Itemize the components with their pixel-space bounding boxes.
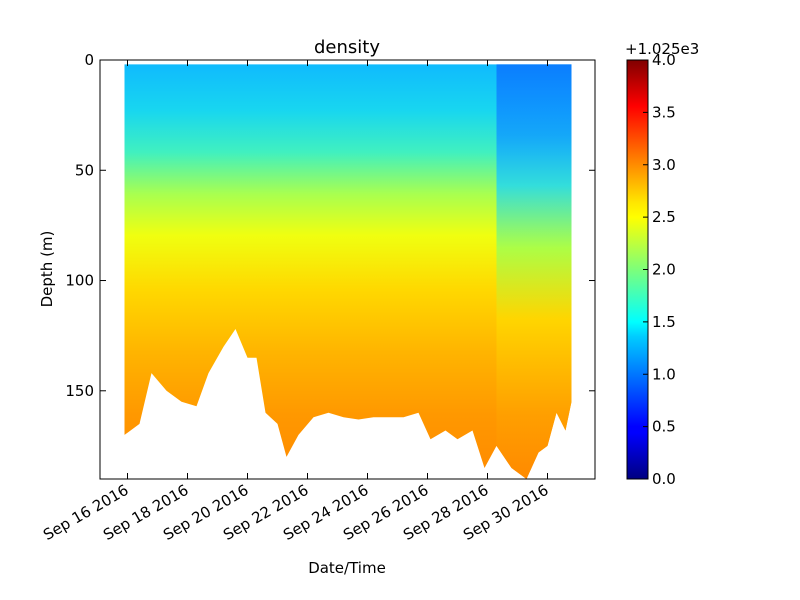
colorbar-tick-label: 2.5 — [652, 208, 676, 226]
y-tick-label: 0 — [84, 51, 94, 69]
plot-frame — [99, 59, 596, 480]
colorbar-tick-label: 3.0 — [652, 156, 676, 174]
colorbar-tick-label: 3.5 — [652, 103, 676, 121]
density-field — [124, 64, 572, 479]
chart-title: density — [314, 37, 380, 58]
y-axis: 0 50 100 150 — [65, 51, 595, 400]
colorbar-tick-label: 1.5 — [652, 313, 676, 331]
y-tick-label: 100 — [65, 272, 94, 290]
colorbar-tick-label: 2.0 — [652, 261, 676, 279]
colorbar-offset-label: +1.025e3 — [625, 40, 699, 58]
y-tick-label: 150 — [65, 382, 94, 400]
colorbar-tick-label: 4.0 — [652, 51, 676, 69]
colorbar-tick-label: 1.0 — [652, 365, 676, 383]
heatmap-area — [124, 64, 572, 479]
x-axis-label: Date/Time — [308, 559, 386, 577]
y-axis-label: Depth (m) — [38, 231, 56, 308]
colorbar-tick-label: 0.5 — [652, 418, 676, 436]
colorbar-axis: 0.0 0.5 1.0 1.5 2.0 2.5 3.0 3.5 4.0 — [643, 51, 676, 488]
colorbar-tick-label: 0.0 — [652, 470, 676, 488]
density-field-late — [496, 64, 572, 479]
y-tick-label: 50 — [75, 161, 94, 179]
